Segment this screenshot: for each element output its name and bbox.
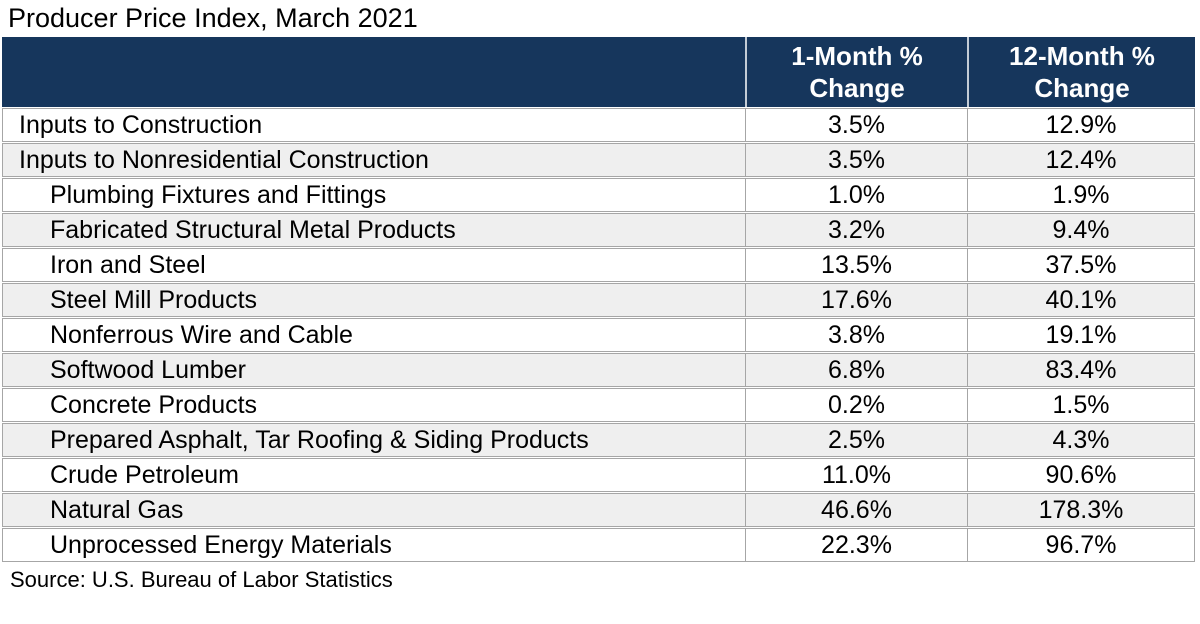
table-row: Nonferrous Wire and Cable 3.8% 19.1% (2, 318, 1195, 352)
row-12-month-value: 96.7% (967, 528, 1195, 562)
table-row: Concrete Products 0.2% 1.5% (2, 388, 1195, 422)
row-1-month-value: 1.0% (745, 178, 967, 212)
row-1-month-value: 3.5% (745, 143, 967, 177)
row-label: Crude Petroleum (2, 458, 745, 492)
row-label: Nonferrous Wire and Cable (2, 318, 745, 352)
table-row: Steel Mill Products 17.6% 40.1% (2, 283, 1195, 317)
row-12-month-value: 83.4% (967, 353, 1195, 387)
table-row: Natural Gas 46.6% 178.3% (2, 493, 1195, 527)
page-title: Producer Price Index, March 2021 (8, 3, 418, 33)
table-row: Inputs to Nonresidential Construction 3.5… (2, 143, 1195, 177)
row-1-month-value: 2.5% (745, 423, 967, 457)
table-row: Inputs to Construction 3.5% 12.9% (2, 108, 1195, 142)
row-label: Inputs to Nonresidential Construction (2, 143, 745, 177)
source-note: Source: U.S. Bureau of Labor Statistics (10, 567, 393, 592)
row-1-month-value: 3.2% (745, 213, 967, 247)
row-1-month-value: 0.2% (745, 388, 967, 422)
row-label: Inputs to Construction (2, 108, 745, 142)
table-row: Softwood Lumber 6.8% 83.4% (2, 353, 1195, 387)
row-1-month-value: 3.5% (745, 108, 967, 142)
table-body: Inputs to Construction 3.5% 12.9% Inputs to… (2, 108, 1195, 562)
row-12-month-value: 12.9% (967, 108, 1195, 142)
ppi-table: 1-Month % Change 12-Month % Change Input… (2, 36, 1195, 563)
row-label: Fabricated Structural Metal Products (2, 213, 745, 247)
table-header-row: 1-Month % Change 12-Month % Change (2, 37, 1195, 107)
row-12-month-value: 1.5% (967, 388, 1195, 422)
row-12-month-value: 19.1% (967, 318, 1195, 352)
row-12-month-value: 178.3% (967, 493, 1195, 527)
row-12-month-value: 1.9% (967, 178, 1195, 212)
row-12-month-value: 4.3% (967, 423, 1195, 457)
table-row: Plumbing Fixtures and Fittings 1.0% 1.9% (2, 178, 1195, 212)
row-1-month-value: 17.6% (745, 283, 967, 317)
table-row: Iron and Steel 13.5% 37.5% (2, 248, 1195, 282)
row-label: Natural Gas (2, 493, 745, 527)
table-row: Prepared Asphalt, Tar Roofing & Siding P… (2, 423, 1195, 457)
row-1-month-value: 3.8% (745, 318, 967, 352)
header-12-month-change: 12-Month % Change (967, 37, 1195, 107)
row-12-month-value: 40.1% (967, 283, 1195, 317)
row-1-month-value: 22.3% (745, 528, 967, 562)
table-row: Crude Petroleum 11.0% 90.6% (2, 458, 1195, 492)
row-1-month-value: 46.6% (745, 493, 967, 527)
row-12-month-value: 37.5% (967, 248, 1195, 282)
header-1-month-change: 1-Month % Change (745, 37, 967, 107)
row-12-month-value: 9.4% (967, 213, 1195, 247)
row-12-month-value: 90.6% (967, 458, 1195, 492)
table-row: Unprocessed Energy Materials 22.3% 96.7% (2, 528, 1195, 562)
row-1-month-value: 11.0% (745, 458, 967, 492)
header-category-cell (2, 37, 745, 107)
row-label: Prepared Asphalt, Tar Roofing & Siding P… (2, 423, 745, 457)
row-1-month-value: 13.5% (745, 248, 967, 282)
row-1-month-value: 6.8% (745, 353, 967, 387)
row-label: Softwood Lumber (2, 353, 745, 387)
row-label: Steel Mill Products (2, 283, 745, 317)
row-label: Iron and Steel (2, 248, 745, 282)
row-label: Unprocessed Energy Materials (2, 528, 745, 562)
table-row: Fabricated Structural Metal Products 3.2%… (2, 213, 1195, 247)
row-label: Concrete Products (2, 388, 745, 422)
row-12-month-value: 12.4% (967, 143, 1195, 177)
row-label: Plumbing Fixtures and Fittings (2, 178, 745, 212)
